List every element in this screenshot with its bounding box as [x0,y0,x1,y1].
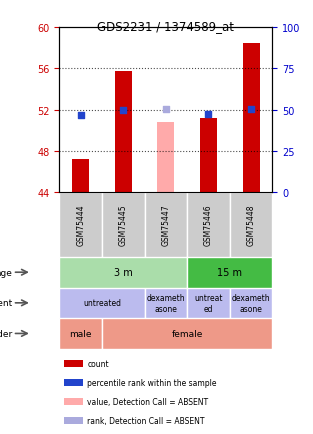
Point [249,106,254,113]
Bar [59,193,102,257]
Text: dexameth
asone: dexameth asone [146,293,185,313]
Text: agent: agent [0,299,13,308]
Text: GSM75448: GSM75448 [247,204,255,246]
Bar [230,288,272,319]
Text: value, Detection Call = ABSENT: value, Detection Call = ABSENT [87,397,208,406]
Text: GSM75447: GSM75447 [162,204,170,246]
Bar [64,417,83,424]
Text: 3 m: 3 m [114,268,133,278]
Text: untreat
ed: untreat ed [194,293,223,313]
Point [206,111,211,118]
Text: age: age [0,268,13,277]
Text: GSM75445: GSM75445 [119,204,128,246]
Bar [64,360,83,367]
Bar [145,288,187,319]
Point [78,112,83,119]
Text: female: female [172,329,203,338]
Bar [243,44,259,193]
Bar [102,193,145,257]
Bar [64,398,83,405]
Text: GDS2231 / 1374589_at: GDS2231 / 1374589_at [97,20,234,33]
Text: gender: gender [0,329,13,338]
Bar [72,160,89,193]
Text: count: count [87,359,109,368]
Bar [59,288,145,319]
Text: rank, Detection Call = ABSENT: rank, Detection Call = ABSENT [87,416,205,425]
Bar [102,319,272,349]
Bar [157,123,174,193]
Text: 15 m: 15 m [217,268,242,278]
Text: dexameth
asone: dexameth asone [232,293,270,313]
Text: GSM75444: GSM75444 [76,204,85,246]
Bar [115,71,132,193]
Point [121,107,126,114]
Bar [187,193,230,257]
Text: percentile rank within the sample: percentile rank within the sample [87,378,217,387]
Bar [145,193,187,257]
Bar [64,379,83,386]
Bar [187,257,272,288]
Point [163,106,168,113]
Bar [230,193,272,257]
Text: male: male [69,329,92,338]
Bar [187,288,230,319]
Text: GSM75446: GSM75446 [204,204,213,246]
Text: untreated: untreated [83,299,121,308]
Bar [200,118,217,193]
Bar [59,319,102,349]
Bar [59,257,187,288]
